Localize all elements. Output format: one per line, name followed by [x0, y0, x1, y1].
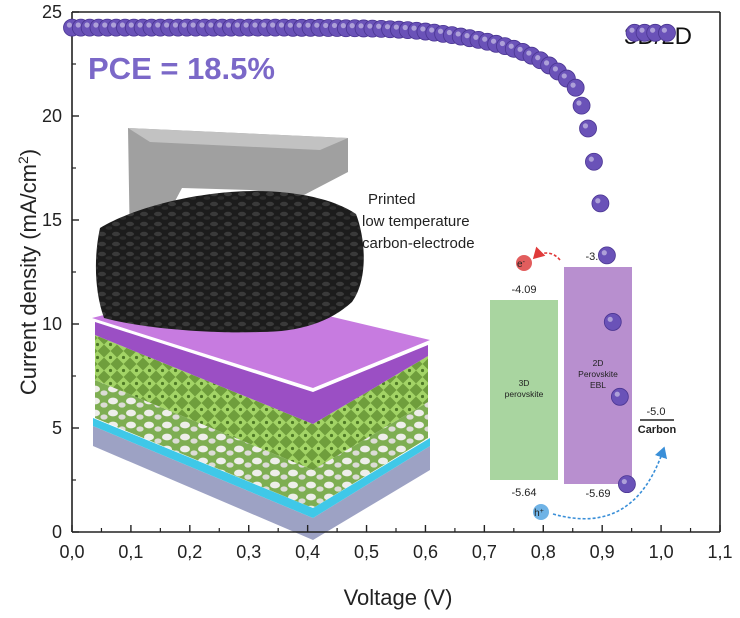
x-tick-label: 0,7: [472, 542, 497, 562]
y-tick-label: 5: [52, 418, 62, 438]
data-markers: [63, 18, 676, 494]
x-tick-label: 0,0: [59, 542, 84, 562]
printer-blade: [128, 128, 348, 250]
perovskite-2d-box: [564, 267, 632, 484]
x-tick-label: 1,0: [649, 542, 674, 562]
electron-label: e-: [517, 259, 526, 271]
hole-icon: [533, 504, 549, 520]
x-tick-label: 0,6: [413, 542, 438, 562]
x-tick-label: 1,1: [707, 542, 732, 562]
data-point: [597, 246, 616, 265]
y-tick-label: 10: [42, 314, 62, 334]
pce-label: PCE = 18.5%: [88, 51, 275, 86]
y-axis-ticks: 0 5 10 15 20 25: [42, 2, 79, 542]
x-axis-title: Voltage (V): [344, 585, 453, 610]
carbon-electrode-block: [95, 190, 364, 333]
data-point: [579, 119, 597, 138]
level-2d-bottom: -5.69: [585, 488, 610, 500]
data-point: [591, 194, 610, 213]
perovskite-2d-label-1: 2D: [593, 358, 604, 368]
carbon-level-value: -5.0: [647, 406, 666, 418]
x-tick-label: 0,5: [354, 542, 379, 562]
perovskite-3d-box: [490, 300, 558, 480]
perovskite-3d-label-1: 3D: [519, 378, 530, 388]
carbon-label: Carbon: [638, 424, 677, 436]
hole-label: h+: [534, 508, 544, 520]
y-tick-label: 0: [52, 522, 62, 542]
energy-diagram: 3D perovskite 2D Perovskite EBL -4.09 -5…: [490, 246, 677, 520]
x-tick-label: 0,9: [590, 542, 615, 562]
data-point: [610, 387, 629, 406]
data-point: [572, 96, 591, 115]
data-point: [585, 152, 603, 171]
electrode-caption-line2: low temperature: [362, 213, 470, 230]
substrate-side: [93, 426, 430, 540]
perovskite-2d-label-3: EBL: [590, 380, 606, 390]
fto-layer: [93, 418, 430, 518]
electron-icon: [516, 255, 532, 271]
y-tick-label: 20: [42, 106, 62, 126]
electrode-caption-line3: carbon-electrode: [362, 235, 475, 252]
x-tick-label: 0,1: [118, 542, 143, 562]
y-tick-label: 25: [42, 2, 62, 22]
electrode-caption: Printed low temperature carbon-electrode: [362, 191, 475, 252]
x-tick-label: 0,3: [236, 542, 261, 562]
data-point: [566, 78, 585, 97]
hole-arrow: [552, 446, 668, 520]
x-tick-label: 0,4: [295, 542, 320, 562]
x-tick-label: 0,8: [531, 542, 556, 562]
y-axis-title: Current density (mA/cm2): [15, 149, 41, 395]
mesoporous-layer: [95, 380, 428, 508]
perovskite-3d-label-2: perovskite: [505, 389, 544, 399]
data-point: [658, 23, 676, 42]
y-tick-label: 15: [42, 210, 62, 230]
data-point: [603, 313, 622, 331]
perovskite-2d-label-2: Perovskite: [578, 369, 618, 379]
x-tick-label: 0,2: [177, 542, 202, 562]
level-3d-bottom: -5.64: [511, 487, 536, 499]
perovskite-3d-layer: [95, 335, 428, 470]
device-illustration: [92, 128, 430, 540]
electron-arrow: [532, 246, 561, 261]
electrode-caption-line1: Printed: [368, 191, 416, 208]
x-axis-ticks: 0,0 0,1 0,2 0,3 0,4 0,5 0,6 0,7 0,8 0,9 1,0 1,1: [59, 525, 733, 562]
data-point: [618, 475, 636, 494]
level-3d-top: -4.09: [511, 284, 536, 296]
